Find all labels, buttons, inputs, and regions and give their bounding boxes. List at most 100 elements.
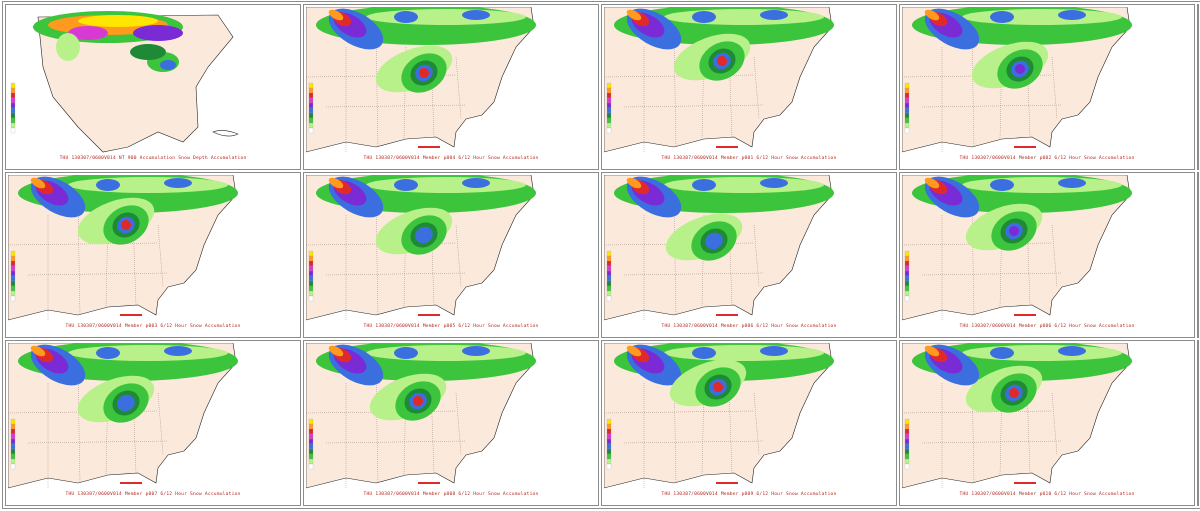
snow-field: [912, 7, 1132, 89]
map-panel[interactable]: THU 130307/0600V014 Member p002 6/12 Hou…: [902, 7, 1192, 167]
legend-swatch: [308, 112, 314, 119]
land-area: [37, 14, 234, 153]
snow-contour: [924, 177, 940, 189]
snow-contour: [78, 15, 158, 27]
panel-cell[interactable]: THU 130307/0600V014 Member p007 6/12 Hou…: [5, 340, 301, 506]
snow-contour: [121, 220, 131, 230]
panel-caption: THU 130307/0600V014 Member p001 6/12 Hou…: [661, 156, 837, 161]
legend-swatch: [10, 438, 16, 445]
caribbean-coast: [212, 130, 239, 137]
legend-swatch: [308, 280, 314, 287]
panel-cell[interactable]: THU 130307/0600V014 Member p010 6/12 Hou…: [899, 340, 1195, 506]
panel-caption: THU 130307/0600V014 Member p006 6/12 Hou…: [661, 324, 837, 329]
legend-swatch: [606, 290, 612, 297]
legend-swatch: [904, 448, 910, 455]
map-panel[interactable]: THU 130307/0600V014 Member p008 6/12 Hou…: [306, 343, 596, 503]
legend-swatch: [10, 92, 16, 99]
panel-cell[interactable]: THU 130307/0600V014 Member p006 6/12 Hou…: [601, 172, 897, 338]
snow-contour: [68, 345, 228, 361]
panel-cell[interactable]: THU 130307/0600V014 Member p006 6/12 Hou…: [899, 172, 1195, 338]
snow-field: [316, 7, 536, 93]
color-legend: [10, 82, 16, 134]
map-panel[interactable]: THU 130307/0600V014 Member p010 6/12 Hou…: [902, 343, 1192, 503]
legend-swatch: [606, 270, 612, 277]
color-legend: [606, 418, 612, 470]
map-panel[interactable]: THU 130307/0600V014 Member p009 6/12 Hou…: [604, 343, 894, 503]
legend-swatch: [10, 97, 16, 104]
state-borders: [604, 36, 765, 152]
legend-swatch: [10, 250, 16, 257]
snow-contour: [164, 178, 192, 188]
color-legend: [904, 82, 910, 134]
legend-swatch: [606, 438, 612, 445]
legend-swatch: [606, 443, 612, 450]
legend-swatch: [606, 280, 612, 287]
grid-row-1: THU 130307/0600V014 NT 900 Accumulation …: [5, 4, 1199, 170]
scale-bar: [1014, 146, 1036, 148]
legend-swatch: [308, 102, 314, 109]
legend-swatch: [10, 275, 16, 282]
snow-map: [8, 175, 238, 321]
snow-contour: [717, 56, 727, 66]
legend-swatch: [308, 418, 314, 425]
legend-swatch: [606, 122, 612, 129]
map-panel[interactable]: THU 130307/0600V014 Member p001 6/12 Hou…: [604, 7, 894, 167]
map-panel[interactable]: THU 130307/0600V014 NT 900 Accumulation …: [8, 7, 298, 167]
map-panel[interactable]: THU 130307/0600V014 Member p006 6/12 Hou…: [604, 175, 894, 335]
legend-swatch: [308, 438, 314, 445]
legend-swatch: [308, 275, 314, 282]
panel-cell[interactable]: THU 130307/0600V014 Member p005 6/12 Hou…: [303, 172, 599, 338]
panel-cell[interactable]: THU 130307/0600V014 Member p003 6/12 Hou…: [5, 172, 301, 338]
legend-swatch: [904, 418, 910, 425]
legend-swatch: [308, 270, 314, 277]
snow-contour: [462, 10, 490, 20]
map-panel[interactable]: THU 130307/0600V014 Member p003 6/12 Hou…: [8, 175, 298, 335]
scale-bar: [120, 482, 142, 484]
legend-swatch: [606, 453, 612, 460]
color-legend: [10, 418, 16, 470]
panel-cell[interactable]: THU 130307/0600V014 Member p004 6/12 Hou…: [303, 4, 599, 170]
map-panel[interactable]: THU 130307/0600V014 Member p004 6/12 Hou…: [306, 7, 596, 167]
panel-cell[interactable]: THU 130307/0600V014 Member p009 6/12 Hou…: [601, 340, 897, 506]
legend-swatch: [606, 117, 612, 124]
legend-swatch: [10, 453, 16, 460]
legend-swatch: [904, 255, 910, 262]
color-legend: [904, 250, 910, 302]
snow-contour: [68, 26, 108, 40]
panel-cell[interactable]: THU 130307/0600V014 NT 900 Accumulation …: [5, 4, 301, 170]
snow-field: [33, 11, 183, 72]
snow-map: [306, 7, 536, 153]
snow-map: [604, 175, 834, 321]
map-panel[interactable]: THU 130307/0600V014 Member p005 6/12 Hou…: [306, 175, 596, 335]
snow-contour: [96, 179, 120, 191]
legend-swatch: [10, 127, 16, 134]
panel-cell[interactable]: THU 130307/0600V014 Member p002 6/12 Hou…: [899, 4, 1195, 170]
snow-map: [902, 343, 1132, 489]
legend-swatch: [10, 112, 16, 119]
snow-contour: [394, 347, 418, 359]
panel-cell[interactable]: THU 130307/0600V014 Member p001 6/12 Hou…: [601, 4, 897, 170]
legend-swatch: [10, 280, 16, 287]
scale-bar: [418, 146, 440, 148]
legend-swatch: [308, 92, 314, 99]
snow-contour: [626, 345, 642, 357]
legend-swatch: [308, 122, 314, 129]
snow-contour: [121, 398, 131, 408]
color-legend: [308, 82, 314, 134]
panel-caption: THU 130307/0600V014 Member p006 6/12 Hou…: [959, 324, 1135, 329]
panel-cell[interactable]: THU 130307/0600V014 Member p008 6/12 Hou…: [303, 340, 599, 506]
legend-swatch: [606, 265, 612, 272]
legend-swatch: [308, 107, 314, 114]
legend-swatch: [308, 97, 314, 104]
map-panel[interactable]: THU 130307/0600V014 Member p006 6/12 Hou…: [902, 175, 1192, 335]
legend-swatch: [904, 107, 910, 114]
panel-caption: THU 130307/0600V014 Member p008 6/12 Hou…: [363, 492, 539, 497]
legend-swatch: [10, 265, 16, 272]
snow-map: [604, 7, 834, 153]
legend-swatch: [308, 428, 314, 435]
snow-map: [306, 175, 536, 321]
snow-contour: [366, 177, 526, 193]
legend-swatch: [10, 428, 16, 435]
scale-bar: [716, 482, 738, 484]
map-panel[interactable]: THU 130307/0600V014 Member p007 6/12 Hou…: [8, 343, 298, 503]
